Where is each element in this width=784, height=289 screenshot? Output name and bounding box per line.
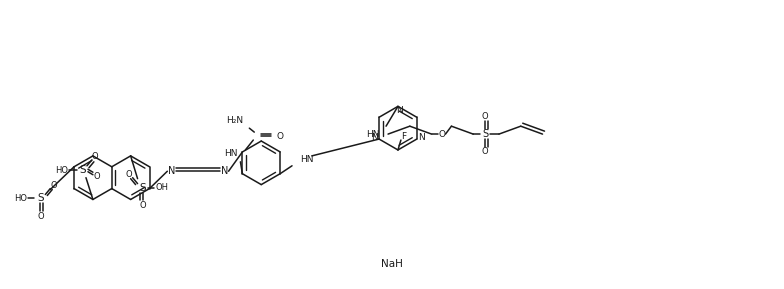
Text: S: S — [140, 183, 146, 192]
Text: N: N — [419, 133, 425, 142]
Text: HN: HN — [300, 155, 314, 164]
Text: S: S — [80, 165, 86, 175]
Text: O: O — [277, 131, 284, 140]
Text: NaH: NaH — [381, 259, 403, 269]
Text: HN: HN — [367, 129, 380, 139]
Text: O: O — [51, 181, 57, 190]
Text: HO: HO — [14, 194, 27, 203]
Text: N: N — [397, 106, 403, 115]
Text: F: F — [401, 131, 406, 140]
Text: O: O — [93, 172, 100, 181]
Text: O: O — [125, 170, 132, 179]
Text: O: O — [438, 129, 445, 139]
Text: O: O — [482, 112, 488, 121]
Text: O: O — [482, 147, 488, 156]
Text: HN: HN — [224, 149, 238, 158]
Text: S: S — [37, 193, 44, 203]
Text: O: O — [140, 201, 146, 210]
Text: H₂N: H₂N — [226, 116, 243, 125]
Text: N: N — [371, 133, 377, 142]
Text: N: N — [168, 166, 175, 176]
Text: HO: HO — [55, 166, 67, 175]
Text: O: O — [37, 212, 44, 221]
Text: OH: OH — [156, 183, 169, 192]
Text: N: N — [221, 166, 228, 176]
Text: S: S — [482, 129, 488, 139]
Text: O: O — [92, 152, 98, 161]
